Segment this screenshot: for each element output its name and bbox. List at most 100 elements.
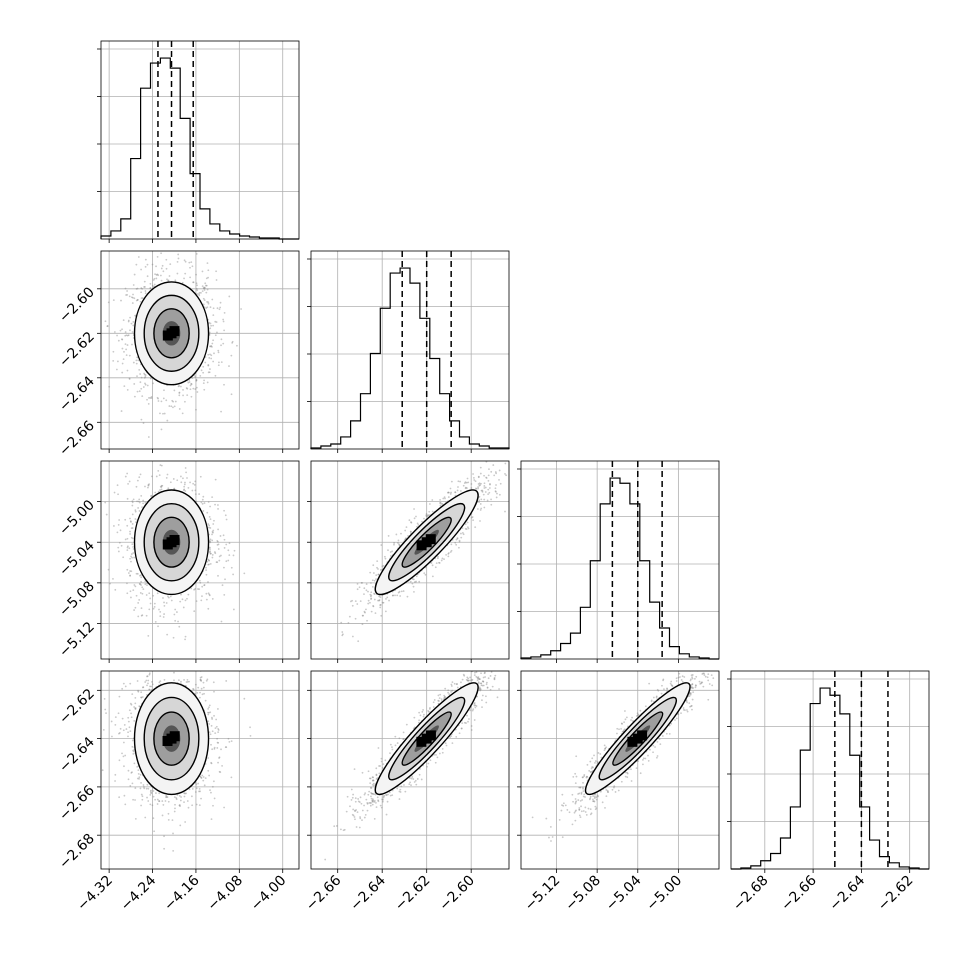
scatter-point <box>181 412 184 415</box>
scatter-point <box>206 381 209 384</box>
scatter-point <box>161 264 164 267</box>
scatter-point <box>122 729 125 732</box>
scatter-point <box>406 595 409 598</box>
scatter-point <box>206 560 209 563</box>
scatter-point <box>214 320 217 323</box>
scatter-point <box>129 590 132 593</box>
scatter-point <box>486 499 489 502</box>
scatter-point <box>204 361 207 364</box>
scatter-point <box>210 345 213 347</box>
scatter-point <box>409 530 412 533</box>
scatter-point <box>351 635 354 638</box>
scatter-point <box>220 361 223 364</box>
scatter-point <box>448 491 450 494</box>
scatter-point <box>121 362 124 365</box>
scatter-point <box>137 256 140 258</box>
scatter-point <box>463 482 466 485</box>
scatter-point <box>449 551 452 553</box>
scatter-point <box>208 593 211 596</box>
scatter-point <box>125 334 128 337</box>
histogram-step-3 <box>731 687 929 870</box>
scatter-point <box>475 488 478 490</box>
scatter-point <box>142 502 145 505</box>
scatter-point <box>231 340 234 343</box>
scatter-point <box>195 253 198 255</box>
scatter-point <box>479 520 481 522</box>
scatter-point <box>143 280 146 283</box>
scatter-point <box>207 364 210 367</box>
scatter-point <box>208 548 211 551</box>
scatter-point <box>216 543 219 546</box>
scatter-point <box>207 592 210 595</box>
scatter-point <box>466 477 469 480</box>
scatter-point <box>200 369 203 372</box>
scatter-point <box>133 556 136 559</box>
scatter-point <box>498 479 500 481</box>
scatter-point <box>240 308 242 310</box>
scatter-point <box>207 364 210 366</box>
scatter-point <box>140 576 143 579</box>
scatter-point <box>126 334 129 337</box>
panel-0-3 <box>101 671 252 852</box>
scatter-point <box>504 510 506 513</box>
scatter-point <box>191 804 194 807</box>
scatter-point <box>162 597 164 599</box>
scatter-point <box>416 525 418 528</box>
scatter-point <box>202 371 205 374</box>
scatter-point <box>223 383 225 386</box>
scatter-point <box>183 259 186 262</box>
scatter-point <box>195 378 198 381</box>
scatter-point <box>150 395 153 398</box>
scatter-point <box>347 621 350 624</box>
scatter-point <box>473 476 475 479</box>
scatter-point <box>155 265 157 268</box>
scatter-point <box>125 354 128 357</box>
scatter-point <box>455 538 458 541</box>
scatter-point <box>523 475 525 477</box>
scatter-point <box>201 270 204 273</box>
scatter-point <box>159 412 161 415</box>
scatter-point <box>135 263 138 266</box>
scatter-point <box>170 405 173 408</box>
scatter-point <box>218 555 221 558</box>
scatter-point <box>350 600 352 603</box>
scatter-point <box>144 501 147 504</box>
scatter-point <box>377 599 379 602</box>
scatter-point <box>215 270 218 273</box>
scatter-point <box>182 388 184 391</box>
scatter-point <box>208 515 211 518</box>
scatter-point <box>152 382 154 385</box>
scatter-point <box>440 502 443 505</box>
scatter-point <box>158 474 161 477</box>
scatter-point <box>209 368 211 370</box>
scatter-point <box>202 297 205 300</box>
scatter-point <box>211 533 213 536</box>
scatter-point <box>208 594 211 597</box>
scatter-point <box>215 725 218 728</box>
scatter-point <box>176 272 179 275</box>
scatter-point <box>504 472 506 475</box>
scatter-point <box>489 483 491 486</box>
scatter-point <box>201 595 203 598</box>
scatter-point <box>385 597 387 600</box>
scatter-point <box>479 509 482 511</box>
scatter-point <box>472 519 475 522</box>
scatter-point <box>412 585 415 588</box>
scatter-point <box>439 502 442 505</box>
scatter-point <box>174 400 177 403</box>
scatter-point <box>178 625 181 628</box>
scatter-point <box>134 314 136 317</box>
scatter-point <box>192 281 195 284</box>
scatter-point <box>370 610 373 613</box>
scatter-point <box>166 419 169 422</box>
scatter-point <box>213 551 216 553</box>
scatter-point <box>193 610 196 613</box>
scatter-point <box>342 633 344 636</box>
scatter-point <box>220 344 222 347</box>
scatter-point <box>179 475 182 478</box>
scatter-point <box>372 605 375 608</box>
scatter-point <box>163 412 166 415</box>
scatter-point <box>193 483 196 486</box>
scatter-point <box>442 497 445 500</box>
scatter-point <box>410 521 412 523</box>
